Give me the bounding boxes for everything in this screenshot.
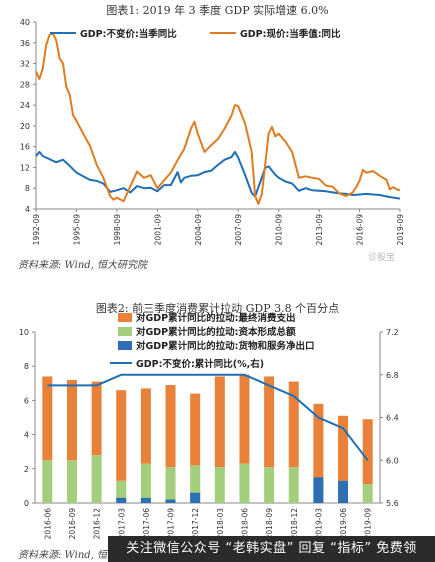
chart1-y-tick-label: 36 — [20, 39, 30, 48]
chart2-bar-capital — [165, 467, 176, 503]
chart2-bar-net-export — [140, 497, 151, 503]
chart2-legend-label-2: 对GDP累计同比的拉动:资本形成总额 — [136, 326, 296, 338]
chart2-y-tick-label: 6 — [24, 396, 29, 405]
chart2-bar-capital — [288, 467, 299, 503]
chart2-bar-consumption — [66, 379, 77, 461]
chart2-bar-net-export — [116, 497, 127, 503]
chart2-y-tick-label: 2 — [24, 465, 29, 474]
chart2-bar-consumption — [165, 385, 176, 468]
chart1-legend-label-2: GDP:现价:当季值:同比 — [240, 28, 341, 40]
chart2-x-tick-label: 2017-06 — [142, 508, 151, 540]
chart1-y-tick-label: 8 — [25, 184, 30, 193]
chart2-bar-capital — [190, 465, 201, 503]
chart1-svg: 4 8 12 16 20 24 28 32 36 40 1992-09 1995-09 1998-09 2… — [20, 18, 405, 246]
chart2-y2-tick-label: 5.6 — [386, 499, 399, 508]
chart1-y-tick-label: 16 — [20, 143, 30, 152]
chart2-bar-capital — [264, 467, 275, 503]
chart2-y2-tick-label: 6.4 — [386, 414, 399, 423]
chart1-x-tick-label: 2007-09 — [234, 214, 243, 246]
chart2-bar-capital — [42, 460, 53, 503]
chart2-bar-consumption — [288, 381, 299, 468]
chart1-y-tick-label: 12 — [20, 163, 30, 172]
chart2-bar-consumption — [264, 376, 275, 468]
chart2-legend-swatch-1 — [118, 313, 132, 322]
chart2-y-tick-label: 10 — [19, 328, 29, 337]
chart1-title: 图表1: 2019 年 3 季度 GDP 实际增速 6.0% — [106, 4, 329, 17]
chart2-bar-capital — [66, 460, 77, 503]
chart1-x-tick-label: 2016-09 — [356, 214, 365, 246]
chart1-x-tick-label: 1995-09 — [72, 214, 81, 246]
chart2-y-tick-label: 0 — [24, 499, 29, 508]
promo-banner[interactable]: 关注微信公众号 “老韩实盘” 回复 “指标” 免费领 — [108, 536, 435, 562]
chart1-y-tick-label: 24 — [20, 101, 30, 110]
chart2-legend-label-line: GDP:不变价:累计同比(%,右) — [136, 358, 264, 370]
chart2-bar-consumption — [239, 374, 250, 464]
chart2-legend-label-1: 对GDP累计同比的拉动:最终消费支出 — [136, 312, 295, 324]
chart2-x-tick-label: 2018-03 — [216, 508, 225, 540]
chart2-legend-swatch-2 — [118, 327, 132, 336]
chart2-bar-capital — [362, 484, 373, 503]
chart2-bar-consumption — [190, 393, 201, 466]
chart2-title: 图表2: 前三季度消费累计拉动 GDP 3.8 个百分点 — [95, 302, 340, 315]
chart1-y-tick-label: 4 — [25, 205, 30, 214]
chart2-legend-swatch-3 — [118, 341, 132, 350]
chart1-x-tick-label: 2019-09 — [396, 214, 405, 246]
chart2-x-tick-label: 2018-06 — [240, 508, 249, 540]
chart2-x-tick-label: 2017-09 — [167, 508, 176, 540]
chart2-bar-net-export — [165, 499, 176, 503]
chart2-bar-consumption — [338, 415, 349, 481]
chart2-x-tick-label: 2016-09 — [68, 508, 77, 540]
chart2-bar-capital — [116, 480, 127, 503]
watermark: 诊股宝 — [367, 253, 395, 263]
chart2-y-tick-label: 8 — [24, 362, 29, 371]
chart2-bar-consumption — [362, 419, 373, 485]
chart2-x-tick-label: 2018-12 — [290, 508, 299, 540]
chart2-source: 资料来源: Wind, 恒大研究院 — [18, 550, 148, 561]
chart2-legend-label-3: 对GDP累计同比的拉动:货物和服务净出口 — [136, 340, 314, 352]
chart2-bar-net-export — [313, 477, 324, 503]
chart1-y-tick-label: 20 — [20, 122, 30, 131]
chart1-x-tick-label: 2013-09 — [315, 214, 324, 246]
chart2-bar-capital — [91, 455, 102, 503]
chart2-x-tick-label: 2016-06 — [43, 508, 52, 540]
chart2-x-tick-label: 2016-12 — [93, 508, 102, 540]
chart2-bar-net-export — [190, 492, 201, 503]
chart1-series-line-2 — [35, 32, 401, 205]
chart2-y2-tick-label: 7.2 — [386, 328, 399, 337]
chart2-x-tick-label: 2019-09 — [364, 508, 373, 540]
chart1-legend-label-1: GDP:不变价:当季同比 — [80, 28, 177, 40]
chart2-bar-capital — [239, 463, 250, 503]
chart2-x-tick-label: 2019-03 — [314, 508, 323, 540]
chart1-series-line-1 — [35, 150, 401, 200]
chart2-bar-capital — [214, 467, 225, 503]
chart2-y2-tick-label: 6.8 — [386, 371, 399, 380]
chart2-bar-net-export — [338, 480, 349, 503]
chart2-bar-consumption — [313, 403, 324, 488]
chart1-x-tick-label: 2004-09 — [194, 214, 203, 246]
chart1-y-tick-label: 40 — [20, 18, 30, 27]
chart2-x-tick-label: 2017-03 — [117, 508, 126, 540]
chart1-x-tick-label: 1992-09 — [32, 214, 41, 246]
chart1-y-tick-label: 32 — [20, 60, 30, 69]
chart2-x-tick-label: 2019-06 — [339, 508, 348, 540]
chart2-x-tick-label: 2017-12 — [191, 508, 200, 540]
chart2-bar-consumption — [116, 390, 127, 481]
chart2-x-tick-label: 2018-09 — [265, 508, 274, 540]
chart1-source: 资料来源: Wind, 恒大研究院 — [18, 260, 148, 271]
chart1-y-tick-label: 28 — [20, 80, 30, 89]
chart2-y2-tick-label: 6.0 — [386, 456, 399, 465]
chart2-bar-capital — [140, 463, 151, 503]
chart2-gdp-line — [47, 373, 369, 461]
chart1-x-tick-label: 2001-09 — [153, 214, 162, 246]
chart1-x-tick-label: 2010-09 — [275, 214, 284, 246]
chart2-bar-consumption — [214, 376, 225, 468]
chart2-y-tick-label: 4 — [24, 431, 29, 440]
chart2-bar-consumption — [140, 388, 151, 464]
chart2-bar-consumption — [91, 381, 102, 456]
chart1-x-tick-label: 1998-09 — [113, 214, 122, 246]
chart2-bar-consumption — [42, 376, 53, 461]
